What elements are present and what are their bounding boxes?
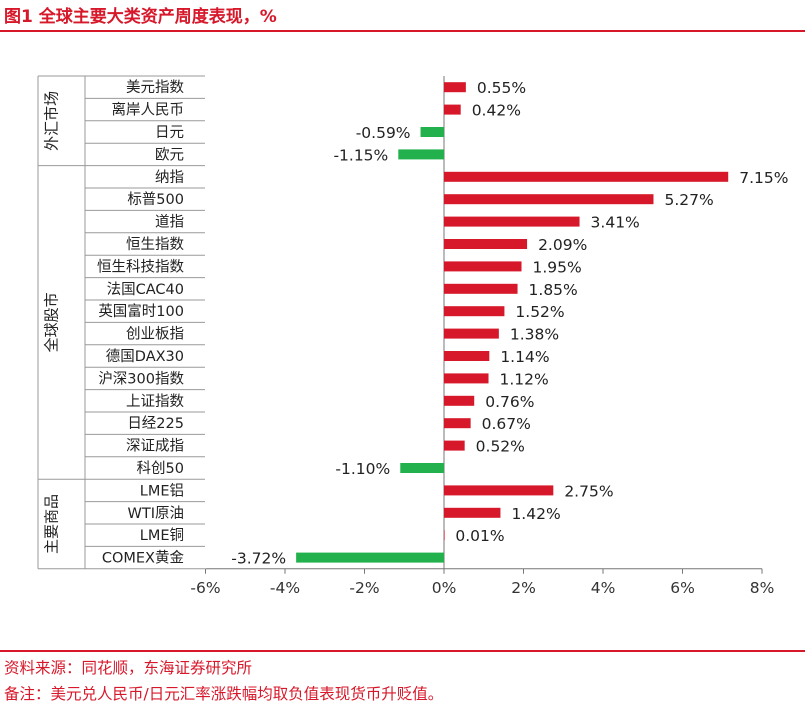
category-label: 恒生指数 — [126, 236, 184, 253]
category-label: 欧元 — [155, 146, 184, 163]
bar — [444, 418, 471, 429]
data-label: 1.38% — [510, 326, 559, 344]
data-label: 0.76% — [485, 393, 534, 411]
data-label: -1.15% — [333, 146, 388, 164]
data-label: -0.59% — [356, 124, 411, 142]
data-label: 3.41% — [591, 214, 640, 232]
data-label: 1.12% — [500, 370, 549, 388]
bar — [444, 82, 466, 93]
x-tick-label: 2% — [511, 579, 536, 597]
source-note: 资料来源：同花顺，东海证券研究所 — [4, 659, 253, 677]
category-label: 道指 — [155, 214, 184, 231]
bar — [400, 463, 444, 473]
group-label: 全球股市 — [43, 292, 61, 352]
bar — [444, 261, 522, 272]
data-label: 5.27% — [664, 191, 713, 209]
category-label: 创业板指 — [126, 325, 184, 343]
bar — [444, 395, 475, 406]
x-tick-label: -4% — [270, 579, 300, 597]
x-tick-label: -2% — [349, 579, 379, 597]
bar — [444, 171, 729, 182]
data-label: 1.14% — [500, 348, 549, 366]
category-label: LME铜 — [140, 527, 184, 544]
data-label: 0.42% — [472, 102, 521, 120]
bar — [444, 239, 528, 249]
data-label: 0.67% — [482, 415, 531, 433]
figure-title: 图1 全球主要大类资产周度表现，% — [4, 7, 277, 27]
category-label: 日经225 — [127, 415, 184, 432]
bar — [444, 351, 490, 361]
x-tick-label: -6% — [190, 579, 220, 597]
group-label: 外汇市场 — [43, 91, 61, 151]
category-label: 日元 — [155, 125, 184, 141]
data-label: 1.85% — [529, 281, 578, 299]
category-label: LME铝 — [140, 482, 184, 499]
source-rule — [0, 650, 805, 652]
x-tick-label: 0% — [432, 579, 457, 597]
bar — [444, 328, 499, 339]
data-label: 0.55% — [477, 79, 526, 97]
bar — [444, 485, 554, 496]
category-label: 深证成指 — [126, 438, 184, 455]
category-label: 美元指数 — [126, 79, 184, 96]
data-label: 1.42% — [511, 505, 560, 523]
bar — [444, 373, 489, 384]
category-label: 英国富时100 — [98, 302, 184, 320]
data-label: 2.09% — [538, 236, 587, 254]
bar — [444, 104, 461, 115]
bar — [444, 283, 518, 294]
bar — [398, 149, 444, 160]
category-label: 上证指数 — [126, 393, 184, 410]
x-tick-label: 4% — [591, 579, 616, 597]
bar — [444, 306, 505, 317]
data-label: 0.01% — [455, 527, 504, 545]
data-label: 2.75% — [564, 482, 613, 500]
category-label: 恒生科技指数 — [97, 258, 184, 275]
data-label: 1.52% — [515, 303, 564, 321]
bar — [444, 440, 465, 451]
category-label: 科创50 — [137, 460, 184, 477]
bar — [444, 507, 501, 518]
category-label: COMEX黄金 — [102, 550, 185, 567]
x-tick-label: 6% — [670, 579, 695, 597]
remark-note: 备注：美元兑人民币/日元汇率涨跌幅均取负值表现货币升贬值。 — [4, 685, 444, 703]
data-label: 7.15% — [739, 169, 788, 187]
data-label: -1.10% — [335, 460, 390, 478]
category-label: WTI原油 — [128, 505, 184, 522]
category-label: 离岸人民币 — [112, 102, 185, 119]
bar — [420, 127, 444, 137]
category-label: 纳指 — [155, 169, 184, 186]
bar — [296, 552, 444, 563]
category-label: 沪深300指数 — [98, 370, 184, 387]
category-label: 德国DAX30 — [106, 348, 184, 365]
title-rule — [0, 30, 805, 32]
x-tick-label: 8% — [750, 579, 775, 597]
bar — [444, 194, 654, 205]
data-label: 1.95% — [533, 258, 582, 276]
bar — [444, 530, 445, 541]
category-label: 法国CAC40 — [107, 281, 184, 298]
bar — [444, 216, 580, 227]
data-label: -3.72% — [231, 550, 286, 568]
group-label: 主要商品 — [43, 494, 61, 554]
data-label: 0.52% — [476, 438, 525, 456]
category-label: 标普500 — [127, 191, 184, 208]
